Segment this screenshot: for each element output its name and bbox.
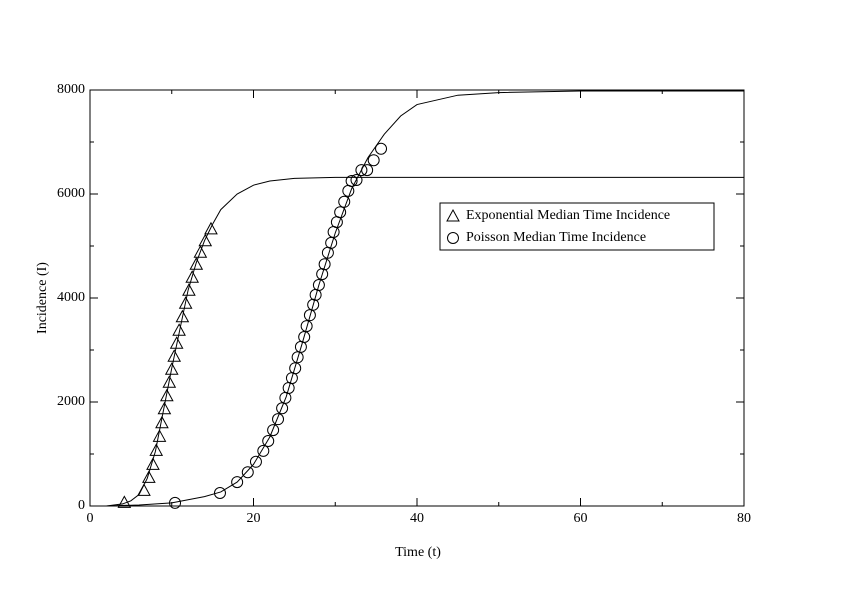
data-point xyxy=(178,296,193,309)
data-point xyxy=(272,413,285,426)
data-point xyxy=(162,375,177,388)
data-point xyxy=(167,349,182,362)
y-tick-label: 4000 xyxy=(57,290,85,305)
data-point xyxy=(204,221,218,235)
y-tick-label: 0 xyxy=(78,498,85,513)
data-point xyxy=(189,257,204,270)
data-point xyxy=(355,164,368,177)
data-point xyxy=(198,233,213,247)
data-point xyxy=(172,323,186,336)
data-point xyxy=(164,362,179,375)
x-tick-label: 0 xyxy=(87,511,94,526)
data-point xyxy=(169,336,184,349)
data-point xyxy=(276,402,289,415)
data-point xyxy=(330,216,343,229)
data-point xyxy=(146,457,160,470)
plot-frame xyxy=(89,89,745,507)
data-point xyxy=(249,455,262,468)
data-point xyxy=(185,270,200,283)
data-point xyxy=(231,476,244,489)
x-tick-label: 20 xyxy=(247,511,261,526)
data-point xyxy=(334,206,347,219)
data-point xyxy=(175,309,190,323)
legend-box xyxy=(439,202,715,251)
data-point xyxy=(193,245,208,258)
data-point xyxy=(182,283,196,296)
data-point xyxy=(262,435,275,447)
y-axis-label: Incidence (I) xyxy=(35,262,50,334)
x-tick-label: 60 xyxy=(574,511,588,526)
data-point xyxy=(257,444,270,457)
legend-marker xyxy=(446,208,460,222)
data-point xyxy=(149,443,164,456)
data-point xyxy=(160,388,174,402)
data-point xyxy=(157,401,172,415)
data-point xyxy=(117,495,132,508)
y-tick-label: 6000 xyxy=(57,186,85,201)
data-point xyxy=(361,164,374,177)
x-axis-label: Time (t) xyxy=(395,545,441,560)
data-point xyxy=(338,195,351,208)
data-point xyxy=(137,483,151,496)
data-point xyxy=(169,496,182,509)
fit-curve xyxy=(106,90,744,507)
data-point xyxy=(267,424,280,437)
legend-marker xyxy=(447,232,459,244)
data-point xyxy=(345,175,358,187)
data-point xyxy=(312,279,325,291)
y-tick-label: 2000 xyxy=(57,394,85,409)
data-point xyxy=(327,225,340,238)
legend-label: Exponential Median Time Incidence xyxy=(466,208,670,223)
data-point xyxy=(300,320,313,333)
x-tick-label: 80 xyxy=(737,511,751,526)
data-point xyxy=(342,184,355,197)
data-point xyxy=(375,142,388,155)
data-point xyxy=(350,173,363,186)
data-point xyxy=(241,466,254,479)
legend-label: Poisson Median Time Incidence xyxy=(466,230,646,245)
data-point xyxy=(142,470,156,483)
data-point xyxy=(152,429,167,442)
data-point xyxy=(318,258,331,271)
y-tick-label: 8000 xyxy=(57,82,85,97)
data-point xyxy=(155,415,169,429)
data-point xyxy=(367,154,380,167)
data-point xyxy=(213,487,226,499)
x-tick-label: 40 xyxy=(410,511,424,526)
